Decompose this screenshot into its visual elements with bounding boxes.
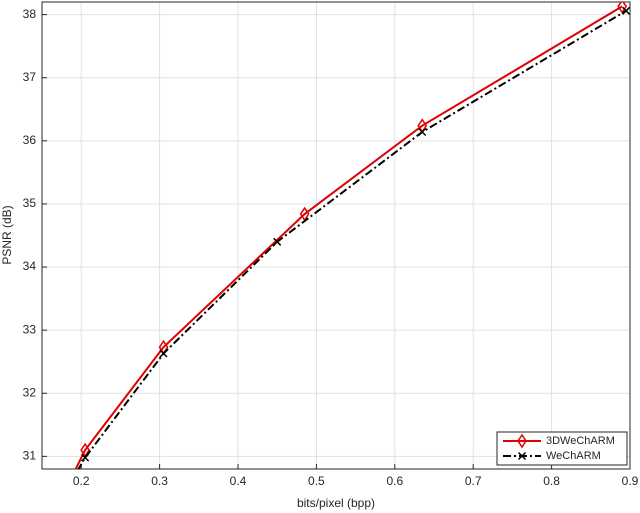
point-marker [273,237,282,246]
x-tick-label: 0.4 [230,474,247,488]
x-tick-label: 0.9 [622,474,639,488]
point-marker [617,2,628,14]
y-tick-label: 34 [23,259,37,273]
x-tick-label: 0.7 [465,474,482,488]
y-tick-label: 38 [23,7,37,21]
x-tick-label: 0.2 [73,474,90,488]
y-axis-label: PSNR (dB) [0,205,14,264]
x-tick-label: 0.8 [543,474,560,488]
x-tick-label: 0.6 [386,474,403,488]
legend-label: WeChARM [546,450,601,462]
legend-marker [517,451,527,461]
point-marker [622,6,630,15]
plot-series [74,2,630,469]
point-marker [81,453,90,462]
series-line [77,9,627,469]
plot-area [42,2,630,469]
legend-marker [517,433,527,449]
y-tick-label: 36 [23,133,37,147]
y-tick-label: 35 [23,196,37,210]
y-tick-label: 33 [23,322,37,336]
x-tick-label: 0.3 [151,474,168,488]
y-tick-label: 32 [23,385,37,399]
point-marker [159,349,168,358]
x-tick-label: 0.5 [308,474,325,488]
y-tick-label: 37 [23,70,37,84]
y-tick-label: 31 [23,449,37,463]
axes-box [41,1,631,470]
x-axis-label: bits/pixel (bpp) [297,496,375,510]
legend-label: 3DWeChARM [546,435,615,447]
point-marker [418,127,427,137]
